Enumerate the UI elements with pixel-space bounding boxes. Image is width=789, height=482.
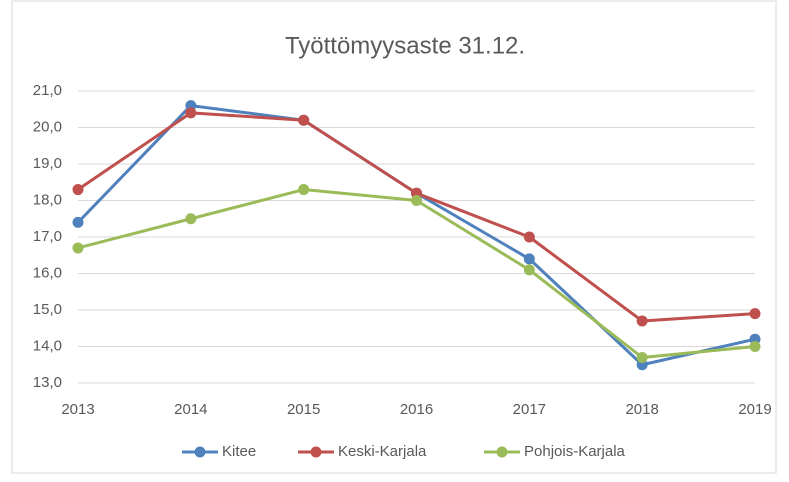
data-point (523, 231, 535, 243)
data-point (749, 308, 761, 320)
y-tick-label: 15,0 (33, 301, 62, 318)
y-tick-label: 19,0 (33, 155, 62, 172)
data-point (185, 213, 197, 225)
x-tick-label: 2018 (625, 401, 658, 418)
legend-marker (310, 446, 322, 458)
data-point (298, 114, 310, 126)
y-tick-label: 16,0 (33, 264, 62, 281)
y-tick-label: 21,0 (33, 82, 62, 99)
data-point (636, 315, 648, 327)
y-tick-label: 14,0 (33, 337, 62, 354)
y-tick-label: 17,0 (33, 228, 62, 245)
x-tick-label: 2013 (61, 401, 94, 418)
x-tick-label: 2014 (174, 401, 207, 418)
y-tick-label: 13,0 (33, 374, 62, 391)
data-point (185, 107, 197, 119)
data-point (72, 242, 84, 254)
legend-label: Kitee (222, 443, 256, 460)
legend-label: Keski-Karjala (338, 443, 427, 460)
x-tick-label: 2017 (513, 401, 546, 418)
data-point (523, 253, 535, 265)
legend-marker (496, 446, 508, 458)
chart-title: Työttömyysaste 31.12. (285, 32, 525, 59)
data-point (523, 264, 535, 276)
y-tick-label: 18,0 (33, 191, 62, 208)
data-point (749, 341, 761, 352)
data-point (72, 184, 84, 196)
x-tick-label: 2016 (400, 401, 433, 418)
x-tick-label: 2019 (738, 401, 771, 418)
data-point (72, 216, 84, 228)
y-tick-label: 20,0 (33, 118, 62, 135)
data-point (411, 195, 422, 206)
legend-marker (194, 446, 206, 458)
data-point (636, 351, 648, 363)
data-point (298, 184, 310, 196)
legend-label: Pohjois-Karjala (524, 443, 626, 460)
x-tick-label: 2015 (287, 401, 320, 418)
